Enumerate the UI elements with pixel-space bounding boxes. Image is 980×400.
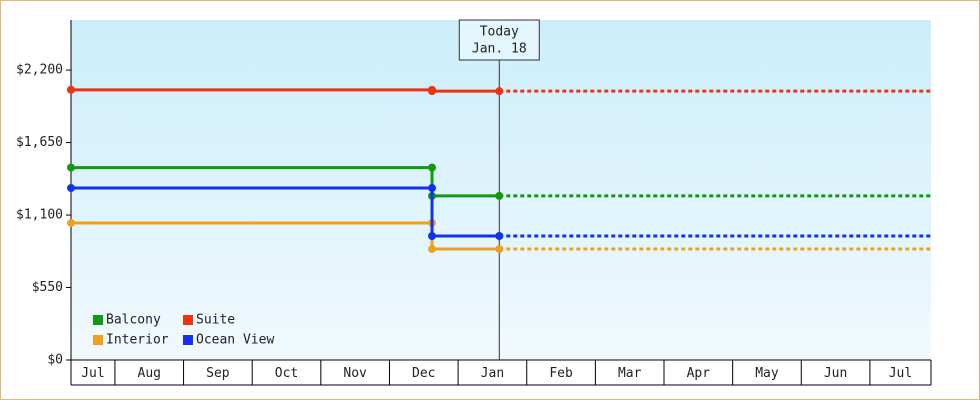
x-tick-label: Oct	[275, 366, 298, 381]
x-tick-label: Feb	[549, 366, 573, 381]
price-line	[71, 186, 500, 238]
legend-swatch	[93, 315, 103, 325]
legend-label: Ocean View	[196, 333, 274, 348]
x-tick-label: Nov	[343, 366, 367, 381]
price-point	[428, 245, 437, 254]
x-tick-label: Dec	[412, 366, 435, 381]
legend-swatch	[183, 335, 193, 345]
legend-label: Balcony	[106, 313, 161, 328]
price-point	[67, 184, 75, 193]
price-point	[428, 163, 437, 172]
price-point	[495, 87, 504, 96]
today-label: Today	[480, 25, 519, 40]
x-tick-label: Aug	[138, 366, 161, 381]
price-line	[71, 166, 500, 198]
today-date: Jan. 18	[472, 42, 527, 57]
today-box	[458, 19, 540, 61]
price-point	[495, 191, 504, 200]
x-tick-label: May	[755, 366, 779, 381]
price-point	[67, 163, 75, 172]
legend-label: Interior	[106, 333, 169, 348]
legend-swatch	[93, 335, 103, 345]
price-point	[428, 87, 437, 96]
legend-swatch	[183, 315, 193, 325]
y-tick-label: $1,650	[16, 135, 63, 150]
y-tick-label: $1,100	[16, 208, 63, 223]
legend-label: Suite	[196, 313, 235, 328]
price-point	[67, 218, 75, 227]
x-tick-label: Jun	[824, 366, 847, 381]
x-tick-label: Apr	[687, 366, 711, 381]
x-tick-label: Jul	[889, 366, 912, 381]
x-tick-label: Jan	[481, 366, 504, 381]
x-tick-label: Sep	[206, 366, 230, 381]
x-tick-label: Mar	[618, 366, 642, 381]
y-tick-label: $550	[32, 280, 63, 295]
price-point	[495, 231, 504, 240]
price-point	[495, 245, 504, 254]
y-tick-label: $0	[47, 353, 63, 368]
plot-area	[71, 20, 931, 360]
y-tick-label: $2,200	[16, 63, 63, 78]
price-point	[67, 85, 75, 94]
price-point	[428, 184, 437, 193]
price-point	[428, 231, 437, 240]
x-tick-label: Jul	[81, 366, 104, 381]
